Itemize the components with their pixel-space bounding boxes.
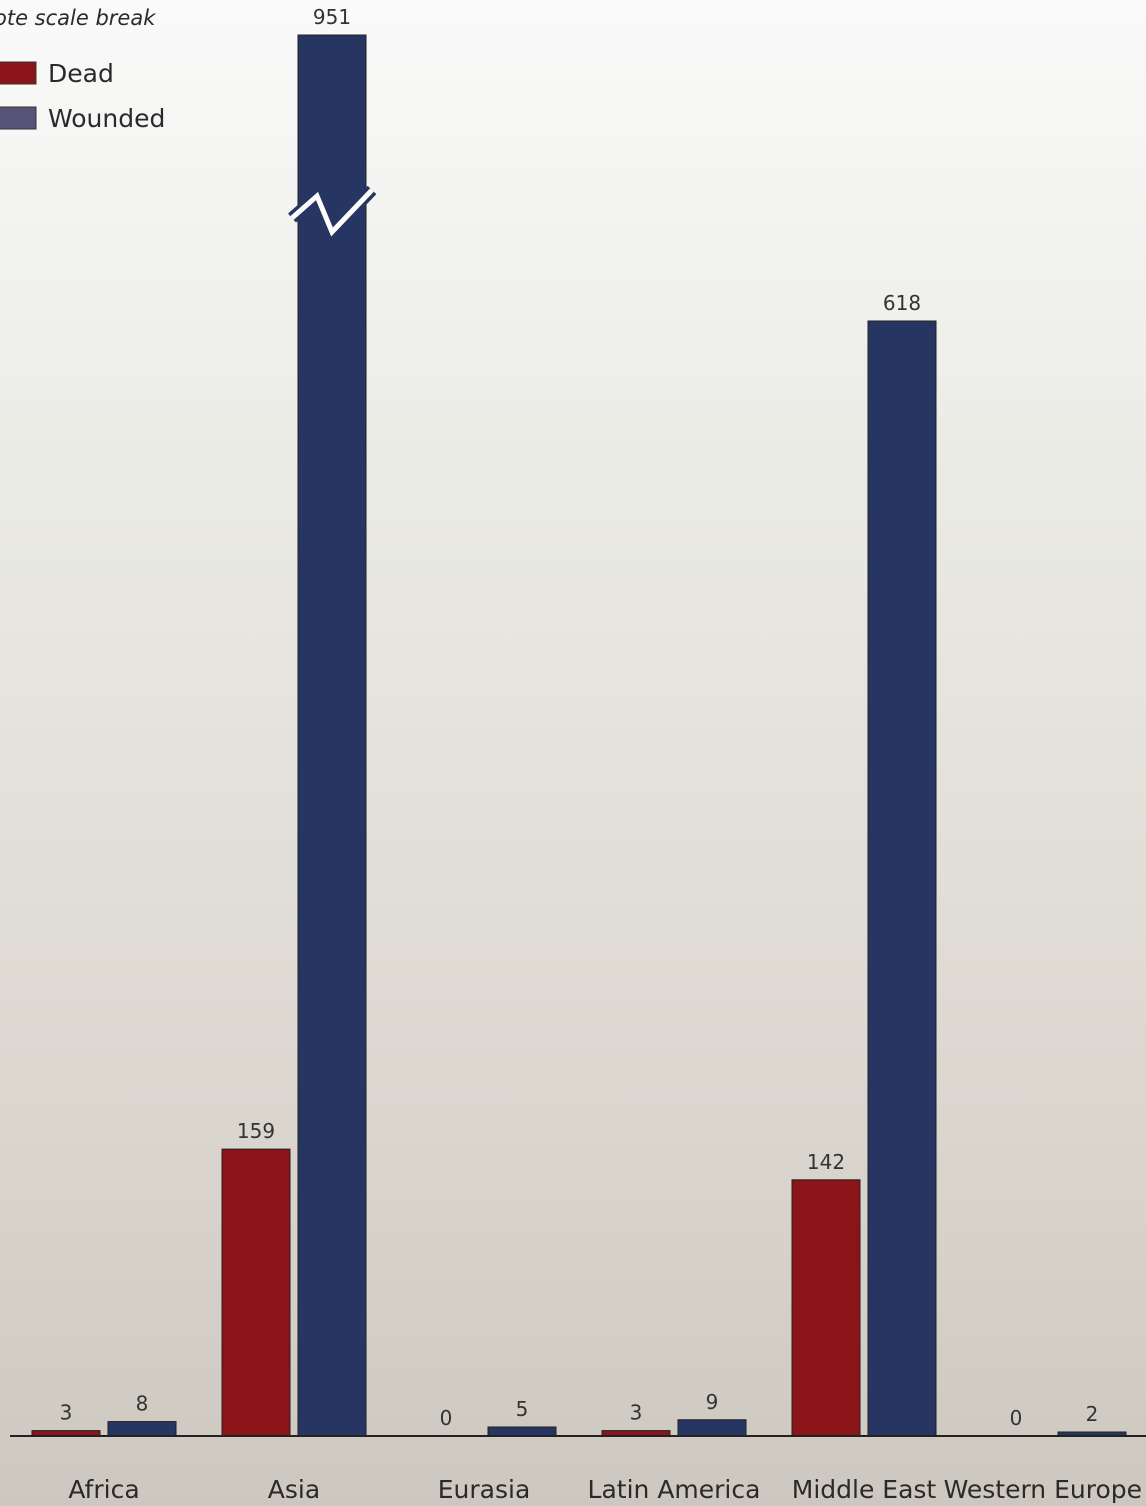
bar-asia-wounded (297, 34, 367, 1437)
bar-africa-wounded (107, 1421, 177, 1437)
value-label-eurasia-dead: 0 (440, 1406, 453, 1430)
category-label-middle-east: Middle East (792, 1475, 937, 1504)
scale-break-mark (290, 188, 374, 237)
category-label-asia: Asia (268, 1475, 320, 1504)
legend: Dead Wounded (0, 59, 165, 133)
value-label-eurasia-wounded: 5 (516, 1397, 529, 1421)
bar-eurasia-wounded (487, 1426, 557, 1437)
bar-middle-east-dead (791, 1179, 861, 1437)
value-label-middle-east-dead: 142 (807, 1150, 845, 1174)
value-label-latin-america-wounded: 9 (706, 1390, 719, 1414)
value-labels-group: 3 8 159 951 0 5 3 9 142 618 0 2 (60, 5, 1099, 1430)
legend-swatch-wounded (0, 106, 37, 130)
category-label-eurasia: Eurasia (438, 1475, 531, 1504)
category-label-africa: Africa (68, 1475, 139, 1504)
category-label-western-europe: Western Europe (944, 1475, 1142, 1504)
scale-break-note: ote scale break (0, 6, 156, 30)
bars-group (31, 34, 1127, 1437)
value-label-asia-wounded: 951 (313, 5, 351, 29)
legend-swatch-dead (0, 61, 37, 85)
value-label-africa-wounded: 8 (136, 1392, 149, 1416)
category-label-latin-america: Latin America (588, 1475, 761, 1504)
legend-label-dead: Dead (48, 59, 114, 88)
value-label-africa-dead: 3 (60, 1401, 73, 1425)
value-label-latin-america-dead: 3 (630, 1401, 643, 1425)
bar-asia-dead (221, 1148, 291, 1437)
value-label-western-europe-wounded: 2 (1086, 1402, 1099, 1426)
category-labels-group: Africa Asia Eurasia Latin America Middle Eas… (68, 1475, 1142, 1504)
bar-latin-america-wounded (677, 1419, 747, 1437)
value-label-asia-dead: 159 (237, 1119, 275, 1143)
value-label-western-europe-dead: 0 (1010, 1406, 1023, 1430)
value-label-middle-east-wounded: 618 (883, 291, 921, 315)
bar-middle-east-wounded (867, 320, 937, 1437)
legend-label-wounded: Wounded (48, 104, 165, 133)
